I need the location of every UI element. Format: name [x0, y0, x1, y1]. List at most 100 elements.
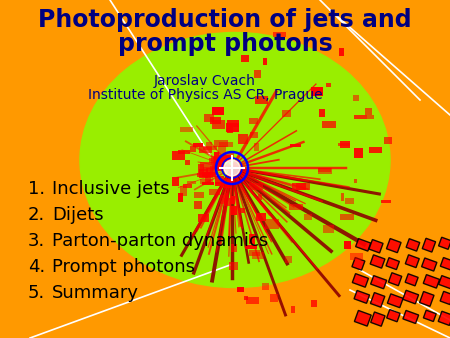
Bar [206, 142, 211, 147]
Bar [226, 123, 238, 132]
Bar [369, 147, 382, 153]
Bar [231, 196, 234, 204]
Text: 2.: 2. [28, 206, 45, 224]
Bar [197, 173, 205, 177]
FancyBboxPatch shape [438, 311, 450, 325]
Bar [204, 114, 214, 122]
Text: Summary: Summary [52, 284, 139, 302]
Bar [365, 108, 372, 115]
FancyBboxPatch shape [405, 274, 418, 286]
Bar [250, 132, 258, 138]
Bar [198, 164, 204, 173]
Bar [255, 96, 268, 104]
FancyBboxPatch shape [356, 239, 371, 251]
Bar [227, 120, 239, 127]
FancyBboxPatch shape [387, 310, 400, 322]
Bar [338, 143, 351, 146]
Bar [355, 115, 367, 119]
Bar [262, 283, 269, 290]
Text: Dijets: Dijets [52, 206, 104, 224]
Bar [202, 172, 216, 177]
Bar [344, 241, 351, 249]
Bar [205, 172, 211, 182]
Bar [215, 158, 220, 166]
Bar [231, 244, 237, 252]
Bar [210, 166, 216, 175]
Text: Inclusive jets: Inclusive jets [52, 180, 170, 198]
Bar [244, 245, 257, 249]
FancyBboxPatch shape [352, 258, 365, 270]
Bar [220, 195, 226, 203]
Bar [212, 120, 225, 129]
Bar [194, 192, 204, 198]
Bar [194, 201, 202, 209]
FancyBboxPatch shape [371, 275, 387, 289]
Bar [340, 214, 354, 220]
Bar [246, 297, 259, 304]
Bar [190, 146, 197, 152]
FancyBboxPatch shape [406, 239, 420, 251]
Bar [289, 204, 303, 211]
Bar [209, 158, 219, 163]
Bar [213, 158, 224, 165]
Bar [292, 183, 306, 190]
FancyBboxPatch shape [440, 291, 450, 305]
Bar [221, 179, 227, 188]
FancyBboxPatch shape [405, 255, 419, 268]
FancyBboxPatch shape [441, 258, 450, 270]
Bar [218, 158, 229, 162]
Bar [291, 306, 295, 313]
Bar [318, 168, 331, 172]
Bar [367, 115, 374, 119]
Bar [225, 152, 234, 161]
Bar [311, 299, 316, 307]
Bar [199, 147, 212, 153]
Bar [214, 110, 221, 114]
Bar [198, 214, 208, 222]
Bar [318, 168, 332, 174]
FancyBboxPatch shape [439, 275, 450, 289]
Bar [219, 142, 233, 147]
Bar [249, 118, 257, 124]
Bar [237, 287, 244, 292]
Bar [231, 206, 237, 215]
Bar [178, 193, 183, 202]
Bar [241, 55, 249, 62]
Bar [263, 58, 267, 65]
Bar [354, 179, 357, 183]
Bar [178, 150, 190, 154]
Bar [273, 32, 286, 37]
Bar [282, 110, 291, 117]
Bar [249, 250, 260, 256]
Text: 3.: 3. [28, 232, 45, 250]
Bar [249, 184, 262, 190]
Text: 1.: 1. [28, 180, 45, 198]
Bar [214, 140, 228, 147]
Bar [219, 156, 230, 162]
Bar [218, 146, 226, 156]
Bar [285, 256, 292, 263]
Bar [252, 251, 264, 259]
Bar [238, 134, 248, 144]
Bar [214, 160, 224, 169]
Bar [322, 121, 336, 127]
Text: 4.: 4. [28, 258, 45, 276]
Text: Prompt photons: Prompt photons [52, 258, 195, 276]
FancyBboxPatch shape [386, 258, 400, 270]
Bar [353, 95, 359, 101]
Bar [218, 162, 223, 171]
FancyBboxPatch shape [403, 290, 418, 304]
FancyBboxPatch shape [419, 291, 434, 306]
FancyBboxPatch shape [387, 239, 401, 253]
Bar [304, 214, 312, 220]
FancyBboxPatch shape [403, 310, 418, 323]
Bar [210, 117, 221, 124]
Bar [212, 166, 225, 170]
Text: 5.: 5. [28, 284, 45, 302]
FancyBboxPatch shape [422, 258, 437, 271]
Bar [340, 141, 350, 148]
Bar [225, 193, 228, 198]
Bar [206, 168, 213, 178]
Text: Parton-parton dynamics: Parton-parton dynamics [52, 232, 268, 250]
Bar [323, 225, 334, 233]
